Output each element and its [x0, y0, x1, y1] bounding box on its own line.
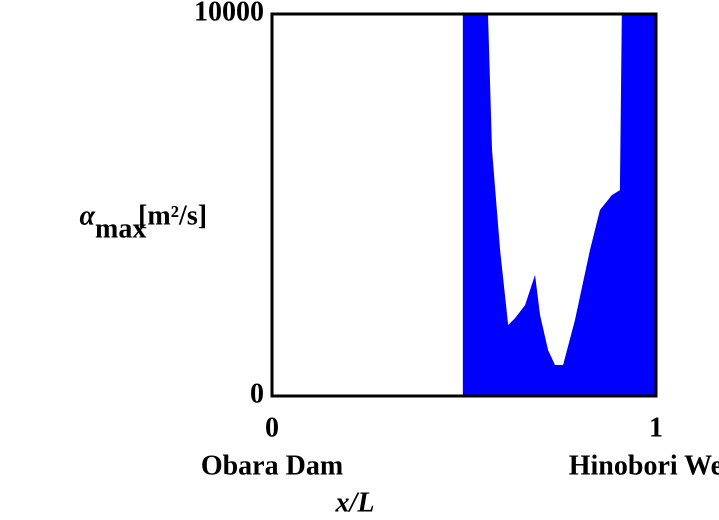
x-tick-label: 1	[649, 412, 663, 443]
area	[462, 14, 656, 396]
y-tick-label: 0	[250, 378, 264, 409]
plot-area	[462, 14, 656, 396]
x-tick-label: 0	[265, 412, 279, 443]
plot-frame	[270, 12, 658, 398]
x-axis-label: x/L	[335, 487, 375, 518]
y-tick-label: 10000	[194, 0, 264, 27]
y-axis-unit: [m²/s]	[138, 200, 207, 231]
y-axis-subscript: max	[95, 213, 146, 244]
x-tick-note: Hinobori Weir	[569, 450, 719, 481]
x-tick-note: Obara Dam	[201, 450, 343, 481]
y-axis-symbol: α	[80, 200, 96, 231]
